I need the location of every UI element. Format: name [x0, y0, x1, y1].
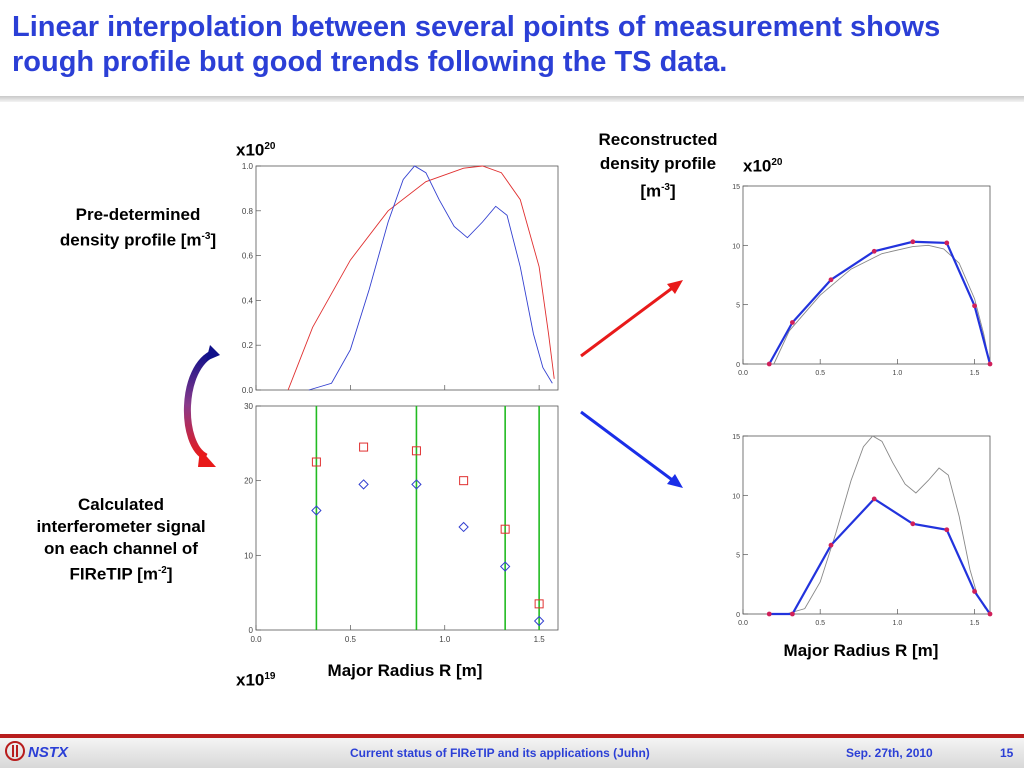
reconstructed-profile-chart-bottom: 0.0 0.5 1.0 1.5 0 5 10 15 [732, 434, 993, 627]
interpolation-point [944, 240, 950, 246]
y-tick-label: 0.6 [242, 252, 254, 261]
x-tick-label: 0.5 [815, 370, 825, 377]
plot-frame [255, 405, 559, 631]
scale-right: x1020 [743, 156, 783, 176]
scale-left-bottom: x1019 [236, 670, 276, 690]
x-tick-label: 0.0 [738, 370, 748, 377]
interpolation-point [910, 239, 916, 245]
y-tick-label: 0 [736, 362, 740, 369]
slide-title: Linear interpolation between several poi… [12, 11, 941, 78]
y-tick-label: 0.8 [242, 207, 254, 216]
footer-divider [0, 734, 1024, 738]
signal-square-marker [534, 599, 544, 609]
interpolation-point [987, 361, 993, 367]
x-tick-label: 1.0 [893, 620, 903, 627]
interpolation-point [828, 277, 834, 283]
interpolation-point [944, 527, 950, 533]
signal-diamond-marker [358, 479, 369, 490]
plot-frame [255, 165, 559, 391]
signal-square-marker [311, 457, 321, 467]
y-tick-label: 20 [244, 477, 253, 486]
title-divider [0, 96, 1024, 102]
x-tick-label: 1.5 [970, 370, 980, 377]
interferometer-signal-chart: 0.0 0.5 1.0 1.5 0 10 20 30 [244, 402, 559, 644]
interpolation-point [972, 589, 977, 594]
x-tick-label: 0.5 [815, 620, 825, 627]
x-axis-label-left: Major Radius R [m] [327, 661, 483, 680]
reconstructed-label: Reconstructed density profile [m-3] [598, 130, 718, 201]
y-tick-label: 0 [736, 612, 740, 619]
interpolation-point [828, 542, 834, 548]
x-tick-label: 0.0 [250, 635, 262, 644]
y-tick-label: 10 [732, 243, 740, 250]
x-tick-label: 1.0 [893, 370, 903, 377]
signal-square-marker [459, 476, 469, 486]
interpolation-point [987, 611, 993, 617]
blue-arrow-head [667, 474, 683, 488]
footer-center-text: Current status of FIReTIP and its applic… [350, 746, 650, 760]
blue-arrow [580, 410, 676, 484]
predetermined-label: Pre-determined density profile [m-3] [59, 205, 217, 250]
footer-date: Sep. 27th, 2010 [846, 746, 933, 760]
x-tick-label: 1.0 [439, 635, 451, 644]
x-axis-label-right: Major Radius R [m] [783, 641, 939, 660]
plot-frame [742, 435, 991, 615]
y-tick-label: 0.4 [242, 296, 254, 305]
x-tick-label: 0.0 [738, 620, 748, 627]
interpolation-point [972, 303, 977, 309]
interpolation-point [871, 496, 877, 502]
swap-arrow-icon [184, 345, 220, 467]
page-number: 15 [1000, 746, 1014, 760]
interpolation-point [790, 320, 795, 325]
interpolation-point [790, 611, 795, 617]
reconstructed-profile-chart-top: 0.0 0.5 1.0 1.5 0 5 10 15 [732, 184, 993, 377]
y-tick-label: 1.0 [242, 162, 254, 171]
y-tick-label: 15 [732, 184, 740, 191]
y-tick-label: 0.2 [242, 341, 254, 350]
y-tick-label: 10 [244, 551, 253, 560]
interpolation-line [768, 240, 992, 365]
signal-diamond-marker [411, 479, 422, 490]
profile-line [287, 165, 555, 391]
red-arrow-head [667, 280, 683, 294]
y-tick-label: 0 [249, 626, 254, 635]
interpolation-point [871, 248, 877, 254]
interpolation-point [766, 611, 772, 617]
signal-square-marker [500, 524, 510, 534]
signal-diamond-marker [458, 521, 469, 533]
signal-diamond-marker [499, 561, 511, 572]
y-tick-label: 30 [244, 402, 253, 411]
plot-frame [742, 185, 991, 365]
x-tick-label: 0.5 [345, 635, 357, 644]
x-tick-label: 1.5 [534, 635, 546, 644]
predetermined-profile-chart: 0.0 0.2 0.4 0.6 0.8 1.0 [242, 162, 559, 395]
y-tick-label: 5 [736, 553, 740, 560]
interpolation-line [769, 497, 991, 616]
footer-bar [0, 738, 1024, 768]
signal-square-marker [411, 446, 421, 456]
x-tick-label: 1.5 [970, 620, 980, 627]
signal-square-marker [359, 442, 369, 452]
interpolation-point [910, 521, 916, 527]
signal-diamond-marker [533, 615, 545, 627]
logo-text: NSTX [28, 744, 69, 761]
signal-diamond-marker [311, 505, 322, 516]
scale-left-top: x1020 [236, 140, 276, 160]
red-arrow [580, 284, 676, 358]
y-tick-label: 5 [736, 303, 740, 310]
profile-line [308, 165, 553, 391]
calculated-label: Calculated interferometer signal on each… [36, 495, 206, 584]
y-tick-label: 15 [732, 434, 740, 441]
y-tick-label: 10 [732, 493, 740, 500]
direction-arrows [580, 280, 683, 488]
y-tick-label: 0.0 [242, 386, 254, 395]
nstx-logo-icon [5, 741, 25, 761]
interpolation-point [766, 361, 772, 367]
